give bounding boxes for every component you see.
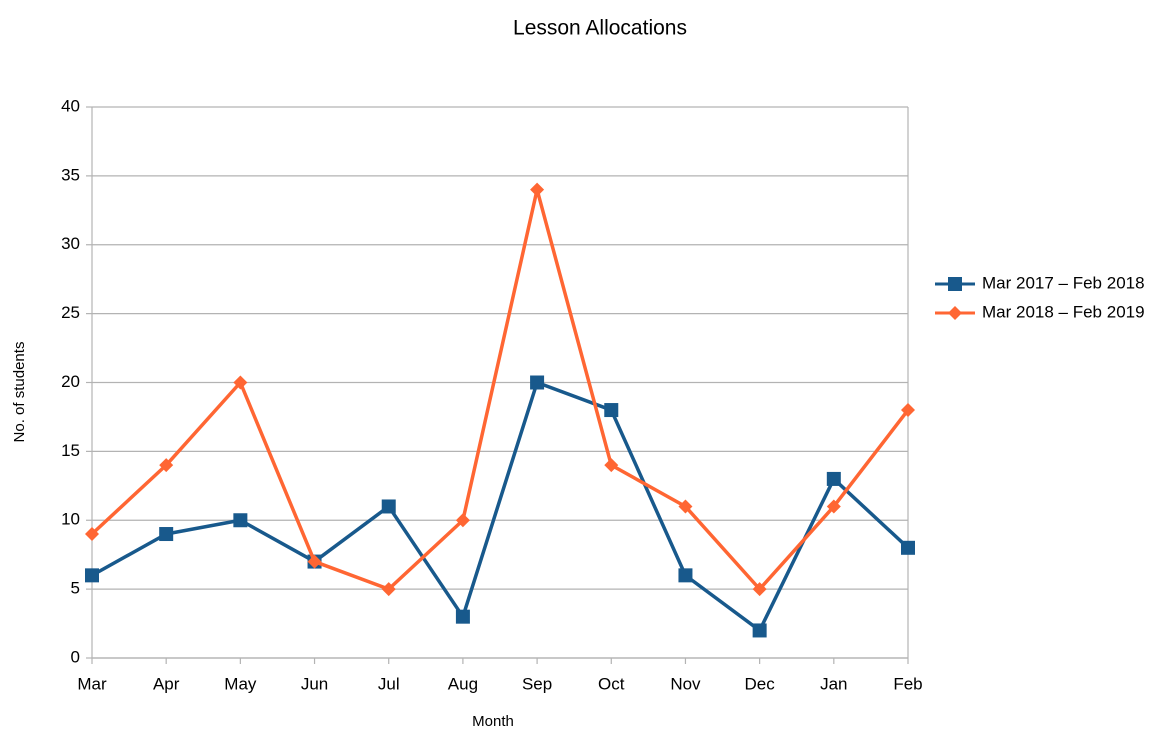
data-point <box>678 568 693 583</box>
y-tick-label: 25 <box>61 303 80 322</box>
x-tick-label: Sep <box>522 674 552 693</box>
x-tick-label: Feb <box>893 674 922 693</box>
x-tick-label: Jan <box>820 674 847 693</box>
data-point <box>233 375 248 390</box>
legend-label: Mar 2018 – Feb 2019 <box>982 302 1145 321</box>
data-point <box>530 375 545 390</box>
x-tick-label: Jul <box>378 674 400 693</box>
data-point <box>381 499 396 514</box>
data-point <box>233 513 248 528</box>
data-point <box>604 458 619 473</box>
x-tick-label: Dec <box>745 674 776 693</box>
data-point <box>901 540 915 555</box>
data-point <box>901 403 915 418</box>
data-point <box>826 499 841 514</box>
data-point <box>307 554 322 569</box>
x-tick-label: Apr <box>153 674 180 693</box>
data-point <box>455 609 470 624</box>
x-tick-label: May <box>224 674 257 693</box>
data-point <box>826 471 841 486</box>
series-line <box>91 380 910 633</box>
legend-marker <box>948 306 962 320</box>
data-point <box>604 403 619 418</box>
data-point <box>678 499 693 514</box>
y-tick-label: 10 <box>61 510 80 529</box>
data-point <box>85 568 99 583</box>
data-point <box>752 623 767 638</box>
legend-marker <box>948 277 962 291</box>
legend-label: Mar 2017 – Feb 2018 <box>982 273 1145 292</box>
y-tick-label: 35 <box>61 165 80 184</box>
chart-title: Lesson Allocations <box>513 17 687 40</box>
x-axis-label: Month <box>472 713 514 730</box>
data-point <box>381 582 396 597</box>
y-tick-label: 0 <box>71 647 80 666</box>
x-tick-label: Jun <box>301 674 328 693</box>
y-tick-label: 15 <box>61 441 80 460</box>
x-tick-label: Aug <box>448 674 478 693</box>
data-point <box>159 458 174 473</box>
y-tick-label: 20 <box>61 372 80 391</box>
y-tick-label: 5 <box>71 579 80 598</box>
x-tick-label: Nov <box>670 674 701 693</box>
series-line <box>90 187 910 591</box>
y-tick-label: 30 <box>61 234 80 253</box>
x-tick-label: Oct <box>598 674 625 693</box>
y-tick-label: 40 <box>61 96 80 115</box>
y-axis-label: No. of students <box>11 342 28 443</box>
data-point <box>752 582 767 597</box>
data-point <box>530 182 545 197</box>
data-point <box>455 513 470 528</box>
x-tick-label: Mar <box>77 674 107 693</box>
data-point <box>159 527 174 542</box>
data-point <box>85 527 99 542</box>
